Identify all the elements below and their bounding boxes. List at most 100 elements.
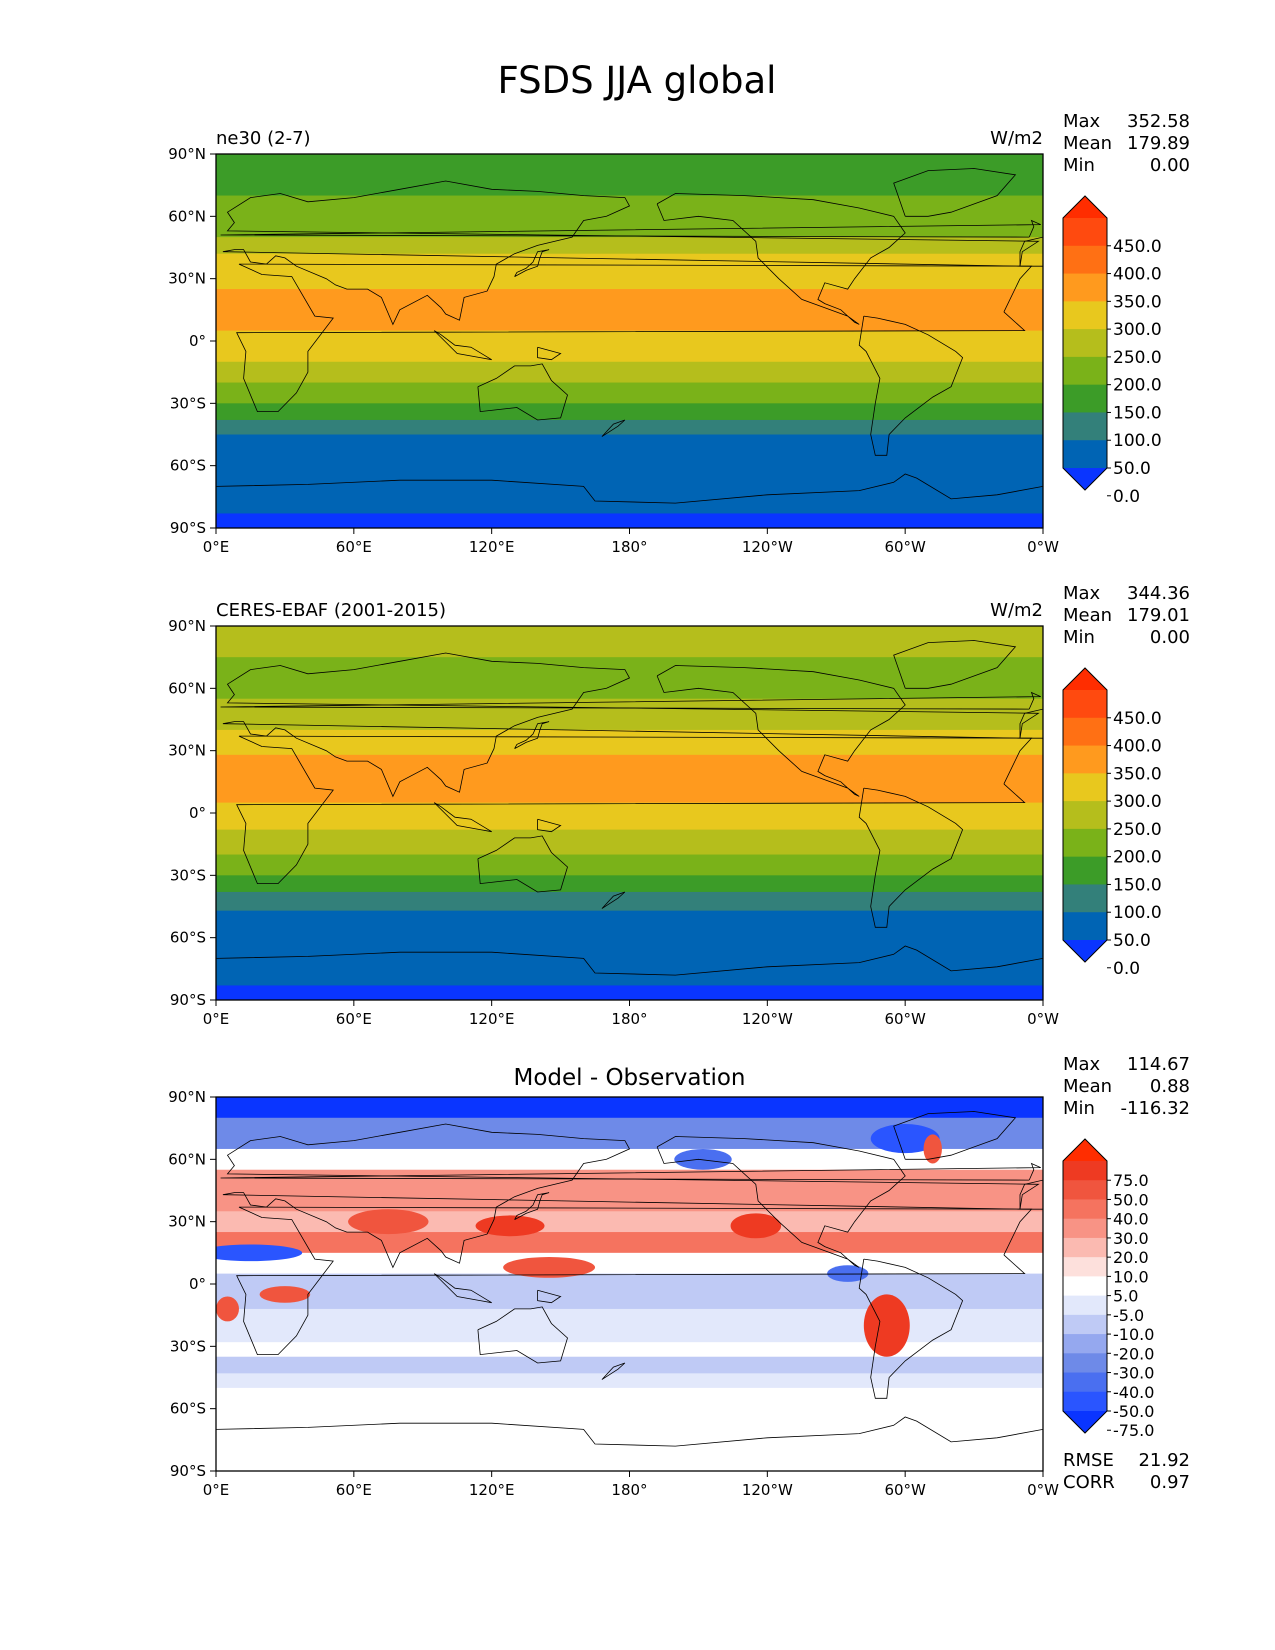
y-tick-label: 60°S xyxy=(170,929,206,947)
coastline xyxy=(236,1206,1033,1355)
stat-value: 114.67 xyxy=(1127,1054,1190,1075)
x-tick-label: 60°W xyxy=(884,1481,926,1499)
x-tick-label: 60°W xyxy=(884,1010,926,1028)
panel-observation: 0°E 60°E 120°E 180° 120°W 60°W 0°W 90°N 60°N 30°N… xyxy=(168,583,1190,1028)
colorbar-label: 250.0 xyxy=(1113,820,1162,840)
data-region xyxy=(923,1134,942,1164)
coastline xyxy=(893,168,1017,217)
data-band xyxy=(216,829,1043,856)
panel-title-left: ne30 (2-7) xyxy=(216,128,311,149)
stat-label: Mean xyxy=(1063,1076,1112,1097)
x-tick-label: 0°E xyxy=(203,1010,230,1028)
y-tick-label: 30°S xyxy=(170,1337,206,1355)
colorbar-segment xyxy=(1063,384,1107,413)
coastline xyxy=(601,891,626,909)
colorbar-label: 50.0 xyxy=(1113,1190,1149,1209)
data-region xyxy=(863,1294,910,1357)
data-band xyxy=(216,1097,1043,1119)
colorbar-label: 40.0 xyxy=(1113,1210,1149,1229)
coastline xyxy=(222,1123,1040,1269)
colorbar-segment xyxy=(1063,690,1107,719)
y-tick-label: 60°N xyxy=(168,207,206,225)
coastline xyxy=(537,1289,562,1304)
colorbar-label: 150.0 xyxy=(1113,403,1162,423)
stat-label: Max xyxy=(1063,111,1101,132)
colorbar: 450.0 400.0 350.0 300.0 250.0 200.0 150.0 100.0… xyxy=(1062,195,1162,507)
x-tick-label: 120°E xyxy=(469,1010,515,1028)
coastline xyxy=(220,219,1041,238)
data-band xyxy=(216,802,1043,831)
coastline xyxy=(222,652,1040,798)
colorbar-segment xyxy=(1063,1180,1107,1200)
data-region xyxy=(674,1148,732,1170)
colorbar-label: -40.0 xyxy=(1113,1383,1154,1402)
coastline xyxy=(858,1258,964,1399)
colorbar-segment xyxy=(1063,1295,1107,1316)
data-band xyxy=(216,1356,1043,1374)
data-band xyxy=(216,1232,1043,1254)
data-band xyxy=(216,1342,1043,1358)
coastline xyxy=(216,945,1043,976)
x-tick-label: 0°W xyxy=(1027,538,1059,556)
colorbar-segment xyxy=(1063,717,1107,747)
coastline xyxy=(858,787,964,928)
stat-label: Min xyxy=(1063,1098,1095,1119)
coastline xyxy=(1019,236,1043,267)
coastline xyxy=(433,1273,492,1304)
stat-label: Mean xyxy=(1063,133,1112,154)
colorbar-segment xyxy=(1063,1276,1107,1297)
panels: 0°E 60°E 120°E 180° 120°W 60°W 0°W 90°N 60°N 30°N… xyxy=(168,111,1190,1499)
x-tick-label: 0°W xyxy=(1027,1481,1059,1499)
stat-value: 344.36 xyxy=(1127,583,1190,604)
colorbar-segment xyxy=(1063,856,1107,885)
x-tick-label: 60°E xyxy=(336,538,372,556)
colorbar-label: 75.0 xyxy=(1113,1171,1149,1190)
stat-label: Max xyxy=(1063,1054,1101,1075)
coastline xyxy=(236,735,1033,884)
y-tick-label: 60°S xyxy=(170,1400,206,1418)
panel-title-left: CERES-EBAF (2001-2015) xyxy=(216,600,446,621)
x-tick-label: 180° xyxy=(611,1481,647,1499)
coastline xyxy=(601,1362,626,1380)
coastline xyxy=(477,1306,568,1364)
colorbar-label: -30.0 xyxy=(1113,1364,1154,1383)
stat-value: -116.32 xyxy=(1121,1098,1190,1119)
x-tick-label: 120°E xyxy=(469,538,515,556)
colorbar-label: 350.0 xyxy=(1113,764,1162,784)
colorbar-label: 350.0 xyxy=(1113,292,1162,312)
y-tick-label: 60°S xyxy=(170,457,206,475)
data-band xyxy=(216,1169,1043,1212)
panel-difference: 0°E 60°E 120°E 180° 120°W 60°W 0°W 90°N 60°N 30°N… xyxy=(168,1054,1190,1499)
data-band xyxy=(216,910,1043,986)
colorbar-label: 300.0 xyxy=(1113,320,1162,340)
coastline xyxy=(1019,708,1043,739)
x-tick-label: 120°E xyxy=(469,1481,515,1499)
colorbar-label: 200.0 xyxy=(1113,376,1162,396)
stat-value: 179.89 xyxy=(1127,133,1190,154)
colorbar-label: 200.0 xyxy=(1113,848,1162,868)
y-tick-label: 0° xyxy=(189,332,206,350)
y-tick-label: 90°S xyxy=(170,991,206,1009)
data-band xyxy=(216,985,1043,1000)
y-tick-label: 90°N xyxy=(168,617,206,635)
colorbar-label: 250.0 xyxy=(1113,348,1162,368)
x-tick-label: 0°W xyxy=(1027,1010,1059,1028)
coastline xyxy=(656,193,906,325)
panel-model: 0°E 60°E 120°E 180° 120°W 60°W 0°W 90°N 60°N 30°N… xyxy=(168,111,1190,556)
colorbar-extend-min xyxy=(1063,468,1107,490)
x-tick-label: 0°E xyxy=(203,538,230,556)
x-tick-label: 180° xyxy=(611,538,647,556)
colorbar-segment xyxy=(1063,1334,1107,1354)
stat-label: RMSE xyxy=(1063,1450,1114,1471)
panel-units: W/m2 xyxy=(990,600,1043,621)
colorbar-segment xyxy=(1063,1161,1107,1181)
data-region xyxy=(216,1244,303,1262)
y-tick-label: 30°N xyxy=(168,742,206,760)
data-band xyxy=(216,1308,1043,1343)
colorbar-segment xyxy=(1063,245,1107,275)
data-band xyxy=(216,154,1043,197)
coastline xyxy=(601,419,626,437)
data-band xyxy=(216,403,1043,421)
colorbar-label: 400.0 xyxy=(1113,265,1162,285)
